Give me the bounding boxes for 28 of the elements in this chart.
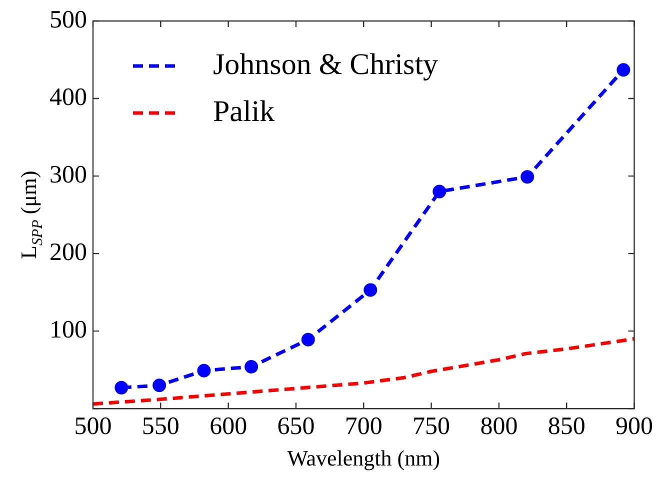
point <box>152 378 166 392</box>
y-tick-label: 500 <box>50 6 87 34</box>
point <box>114 380 128 394</box>
legend-label: Johnson & Christy <box>213 48 438 81</box>
legend-label: Palik <box>213 94 275 128</box>
x-tick-label: 600 <box>210 413 248 440</box>
x-tick-label: 650 <box>277 413 315 440</box>
x-axis-title: Wavelength (nm) <box>287 446 440 471</box>
x-tick-label: 750 <box>412 413 450 440</box>
point <box>244 360 258 374</box>
x-tick-label: 500 <box>74 413 112 440</box>
point <box>432 184 446 198</box>
x-tick-label: 550 <box>142 413 180 440</box>
y-tick-label: 200 <box>50 239 87 266</box>
y-tick-label: 300 <box>50 162 87 189</box>
y-tick-label: 100 <box>50 316 87 344</box>
x-tick-label: 900 <box>616 413 653 440</box>
point <box>301 332 315 346</box>
point <box>364 283 378 297</box>
point <box>197 364 211 378</box>
x-tick-label: 850 <box>548 413 586 440</box>
y-tick-label: 400 <box>50 84 87 112</box>
y-axis-title: LSPP (μm) <box>16 170 46 259</box>
x-tick-label: 700 <box>344 413 382 440</box>
point <box>616 63 630 77</box>
x-tick-label: 800 <box>480 413 518 440</box>
line-series <box>93 337 634 406</box>
point <box>520 170 534 184</box>
